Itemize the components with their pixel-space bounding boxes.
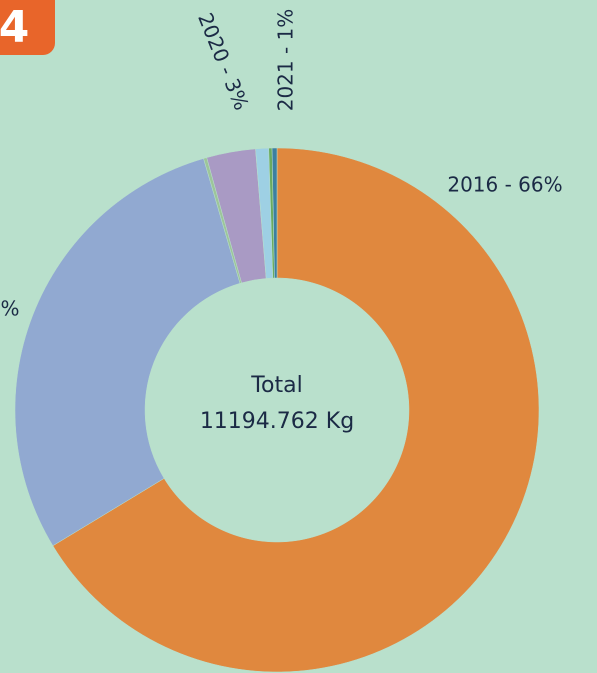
slice [52,147,540,673]
slice-label: 2016 - 66% [447,173,562,197]
center-total: 11194.762 Kg [200,409,354,434]
slice-label: 2021 - 1% [274,9,298,112]
slices [14,147,540,673]
slice [271,147,278,279]
slice [14,158,241,547]
slice-label: 2020 - 3% [193,9,254,113]
badge-box [0,0,55,55]
badge-text: 4 [0,2,29,53]
center-title: Total [250,373,302,398]
slice-label: % [0,297,19,321]
